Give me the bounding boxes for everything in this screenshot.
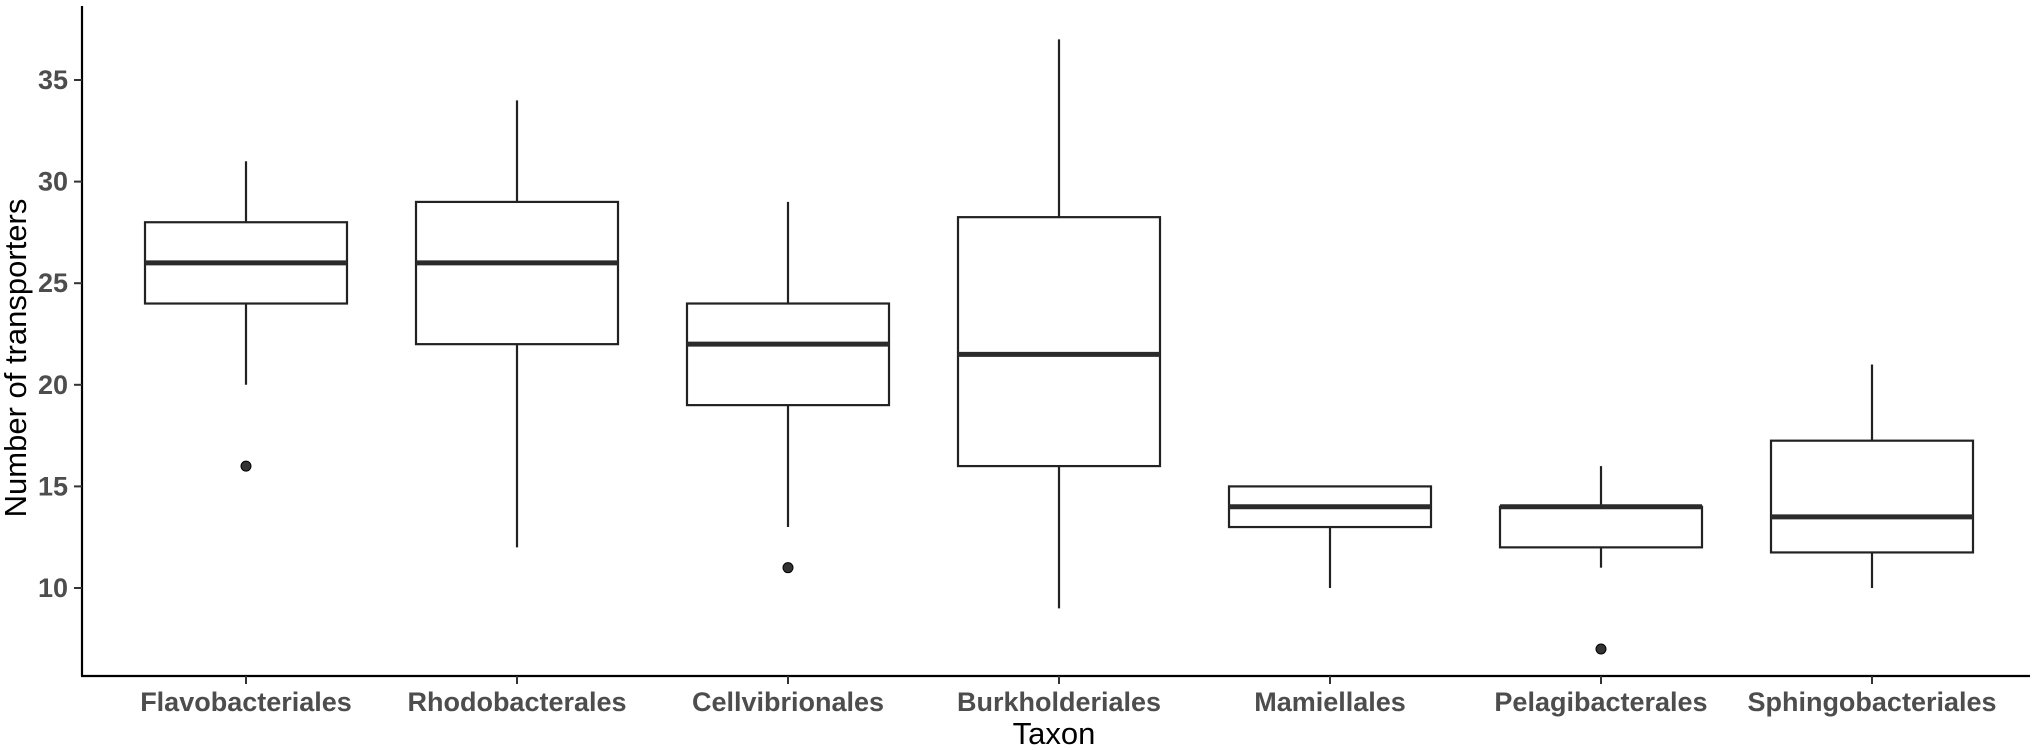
iqr-box <box>956 216 1162 468</box>
box-mamiellales <box>1227 485 1433 588</box>
outlier-point <box>782 562 794 574</box>
x-tick-label: Burkholderiales <box>957 687 1161 717</box>
iqr-box <box>1498 505 1704 549</box>
box-sphingobacteriales <box>1769 364 1975 588</box>
iqr-box <box>414 200 620 346</box>
y-tick-label: 20 <box>38 370 68 400</box>
y-tick-label: 15 <box>38 471 68 501</box>
x-tick-label: Flavobacteriales <box>140 687 352 717</box>
box-cellvibrionales <box>685 201 891 574</box>
outlier-point <box>1595 643 1607 655</box>
x-axis-title: Taxon <box>1013 716 1096 750</box>
box-pelagibacterales <box>1498 466 1704 655</box>
iqr-box <box>1769 439 1975 554</box>
y-tick-label: 35 <box>38 65 68 95</box>
x-axis: Flavobacteriales Rhodobacterales Cellvibri… <box>81 674 2030 717</box>
box-burkholderiales <box>956 39 1162 609</box>
x-tick-label: Rhodobacterales <box>407 687 626 717</box>
x-tick-label: Mamiellales <box>1254 687 1406 717</box>
y-axis-title: Number of transporters <box>0 199 33 518</box>
iqr-box <box>685 302 891 407</box>
y-tick-label: 25 <box>38 268 68 298</box>
outlier-point <box>240 460 252 472</box>
y-tick-label: 30 <box>38 167 68 197</box>
x-tick-label: Cellvibrionales <box>692 687 884 717</box>
x-ticks: Flavobacteriales Rhodobacterales Cellvibri… <box>140 676 1997 717</box>
x-tick-label: Sphingobacteriales <box>1747 687 1996 717</box>
x-tick-label: Pelagibacterales <box>1494 687 1707 717</box>
y-tick-label: 10 <box>38 573 68 603</box>
boxes-layer <box>143 39 1975 655</box>
y-axis: 10 15 20 25 30 35 <box>38 6 84 676</box>
box-flavobacteriales <box>143 161 349 472</box>
y-ticks: 10 15 20 25 30 35 <box>38 65 82 603</box>
box-rhodobacterales <box>414 100 620 548</box>
